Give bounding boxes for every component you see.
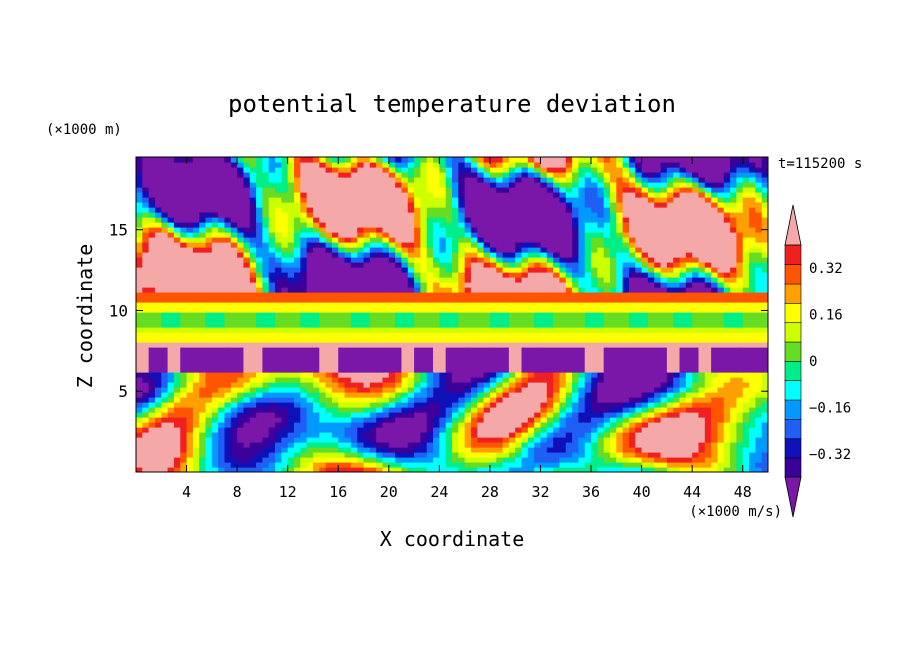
x-axis: 4 8 12 16 20 24 28 32 36 40 44 48 — [182, 157, 752, 501]
x-tick-label: 40 — [633, 483, 651, 501]
colorbar-tick-label: 0 — [809, 354, 817, 370]
colorbar-bin — [784, 380, 802, 401]
colorbar-extend-max — [784, 204, 802, 246]
colorbar-tick-label: 0.32 — [809, 261, 843, 277]
x-tick-label: 44 — [683, 483, 701, 501]
colorbar-tick-label: 0.16 — [809, 308, 843, 324]
x-tick-label: 36 — [582, 483, 600, 501]
x-axis-label: X coordinate — [380, 527, 525, 551]
colorbar-bin — [784, 418, 802, 440]
y-tick-label: 5 — [118, 382, 128, 401]
colorbar-tick-label: −0.32 — [809, 447, 851, 463]
chart-title: potential temperature deviation — [228, 90, 676, 118]
x-tick-label: 8 — [233, 483, 242, 501]
colorbar-bin — [784, 399, 802, 420]
x-tick-label: 24 — [430, 483, 448, 501]
colorbar-bin — [784, 302, 802, 324]
x-tick-label: 48 — [734, 483, 752, 501]
x-tick-label: 32 — [531, 483, 549, 501]
colorbar-bin — [784, 244, 802, 266]
x-tick-label: 20 — [380, 483, 398, 501]
x-tick-label: 4 — [182, 483, 191, 501]
y-tick-label: 10 — [109, 301, 128, 320]
colorbar-bin — [784, 341, 802, 362]
colorbar-bin — [784, 457, 802, 478]
x-unit-label: (×1000 m/s) — [689, 504, 782, 520]
plot-area — [136, 157, 768, 472]
x-tick-label: 12 — [279, 483, 297, 501]
time-label: t=115200 s — [778, 156, 862, 172]
y-unit-label: (×1000 m) — [46, 122, 122, 138]
y-tick-label: 15 — [109, 221, 128, 240]
colorbar-bin — [784, 283, 802, 304]
colorbar: 0.32 0.16 0 −0.16 −0.32 — [784, 204, 851, 518]
x-tick-label: 16 — [329, 483, 347, 501]
colorbar-bin — [784, 360, 802, 382]
colorbar-extend-min — [784, 476, 802, 518]
x-tick-label: 28 — [481, 483, 499, 501]
y-axis-label: Z coordinate — [73, 244, 97, 389]
y-axis: 5 10 15 — [109, 221, 768, 401]
colorbar-bin — [784, 438, 802, 459]
colorbar-bin — [784, 322, 802, 343]
colorbar-tick-label: −0.16 — [809, 400, 851, 416]
plot-frame — [135, 156, 769, 473]
colorbar-bin — [784, 264, 802, 285]
